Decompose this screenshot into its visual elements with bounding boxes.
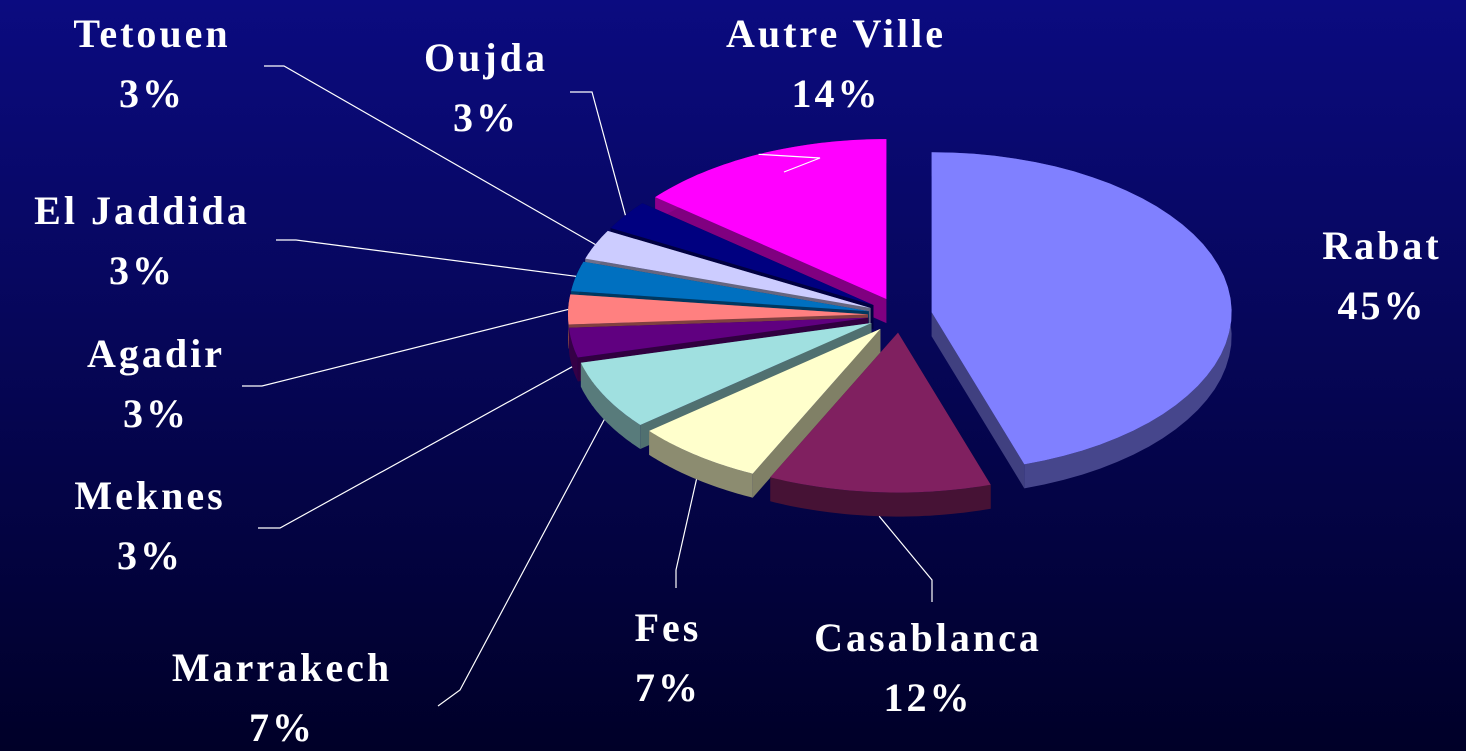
slice-label: El Jaddida [34, 188, 250, 233]
slice-top [585, 230, 871, 308]
slice-top [568, 294, 868, 325]
slice-value-label: 14% [792, 71, 881, 116]
slice-label: Tetouen [73, 11, 230, 56]
slice-top [655, 139, 887, 300]
slice-label: Meknes [74, 473, 225, 518]
slice-value-label: 12% [884, 675, 973, 720]
slice-label: Marrakech [172, 645, 392, 690]
slice-side [580, 362, 641, 449]
slice-top [931, 152, 1232, 465]
slice-label: Oujda [424, 35, 548, 80]
slice-label: Fes [635, 605, 702, 650]
leader-line [276, 239, 577, 277]
leader-line [258, 366, 573, 529]
leader-line [264, 65, 596, 246]
slice [649, 328, 881, 498]
slice-value-label: 7% [249, 705, 315, 750]
slice-top [770, 332, 991, 493]
slice-value-label: 3% [123, 391, 189, 436]
slice-value-label: 7% [635, 665, 701, 710]
slice-value-label: 3% [117, 533, 183, 578]
leader-line [242, 308, 569, 387]
slice-value-label: 3% [119, 71, 185, 116]
slice-top [580, 323, 872, 425]
slice [770, 332, 991, 517]
slice-label: Autre Ville [726, 11, 946, 56]
slice-label: Agadir [87, 331, 225, 376]
leader-line [675, 479, 698, 588]
slice-label: Rabat [1322, 223, 1441, 268]
slice-side [770, 477, 991, 517]
slice-label: Casablanca [814, 615, 1042, 660]
leader-line [570, 91, 626, 216]
slice-value-label: 3% [109, 248, 175, 293]
leader-line [437, 419, 605, 707]
slice-top [649, 328, 881, 474]
slice [931, 152, 1232, 489]
slice-top [610, 203, 874, 306]
slice-value-label: 45% [1338, 283, 1427, 328]
slice-value-label: 3% [453, 95, 519, 140]
slice-wall [931, 312, 1025, 489]
leader-line [878, 515, 933, 602]
slice-top [571, 261, 869, 312]
leader-line [758, 153, 821, 173]
slice-side [649, 430, 753, 498]
slice-side [569, 327, 578, 382]
slice-top [569, 317, 869, 358]
slice-wall [752, 328, 881, 498]
